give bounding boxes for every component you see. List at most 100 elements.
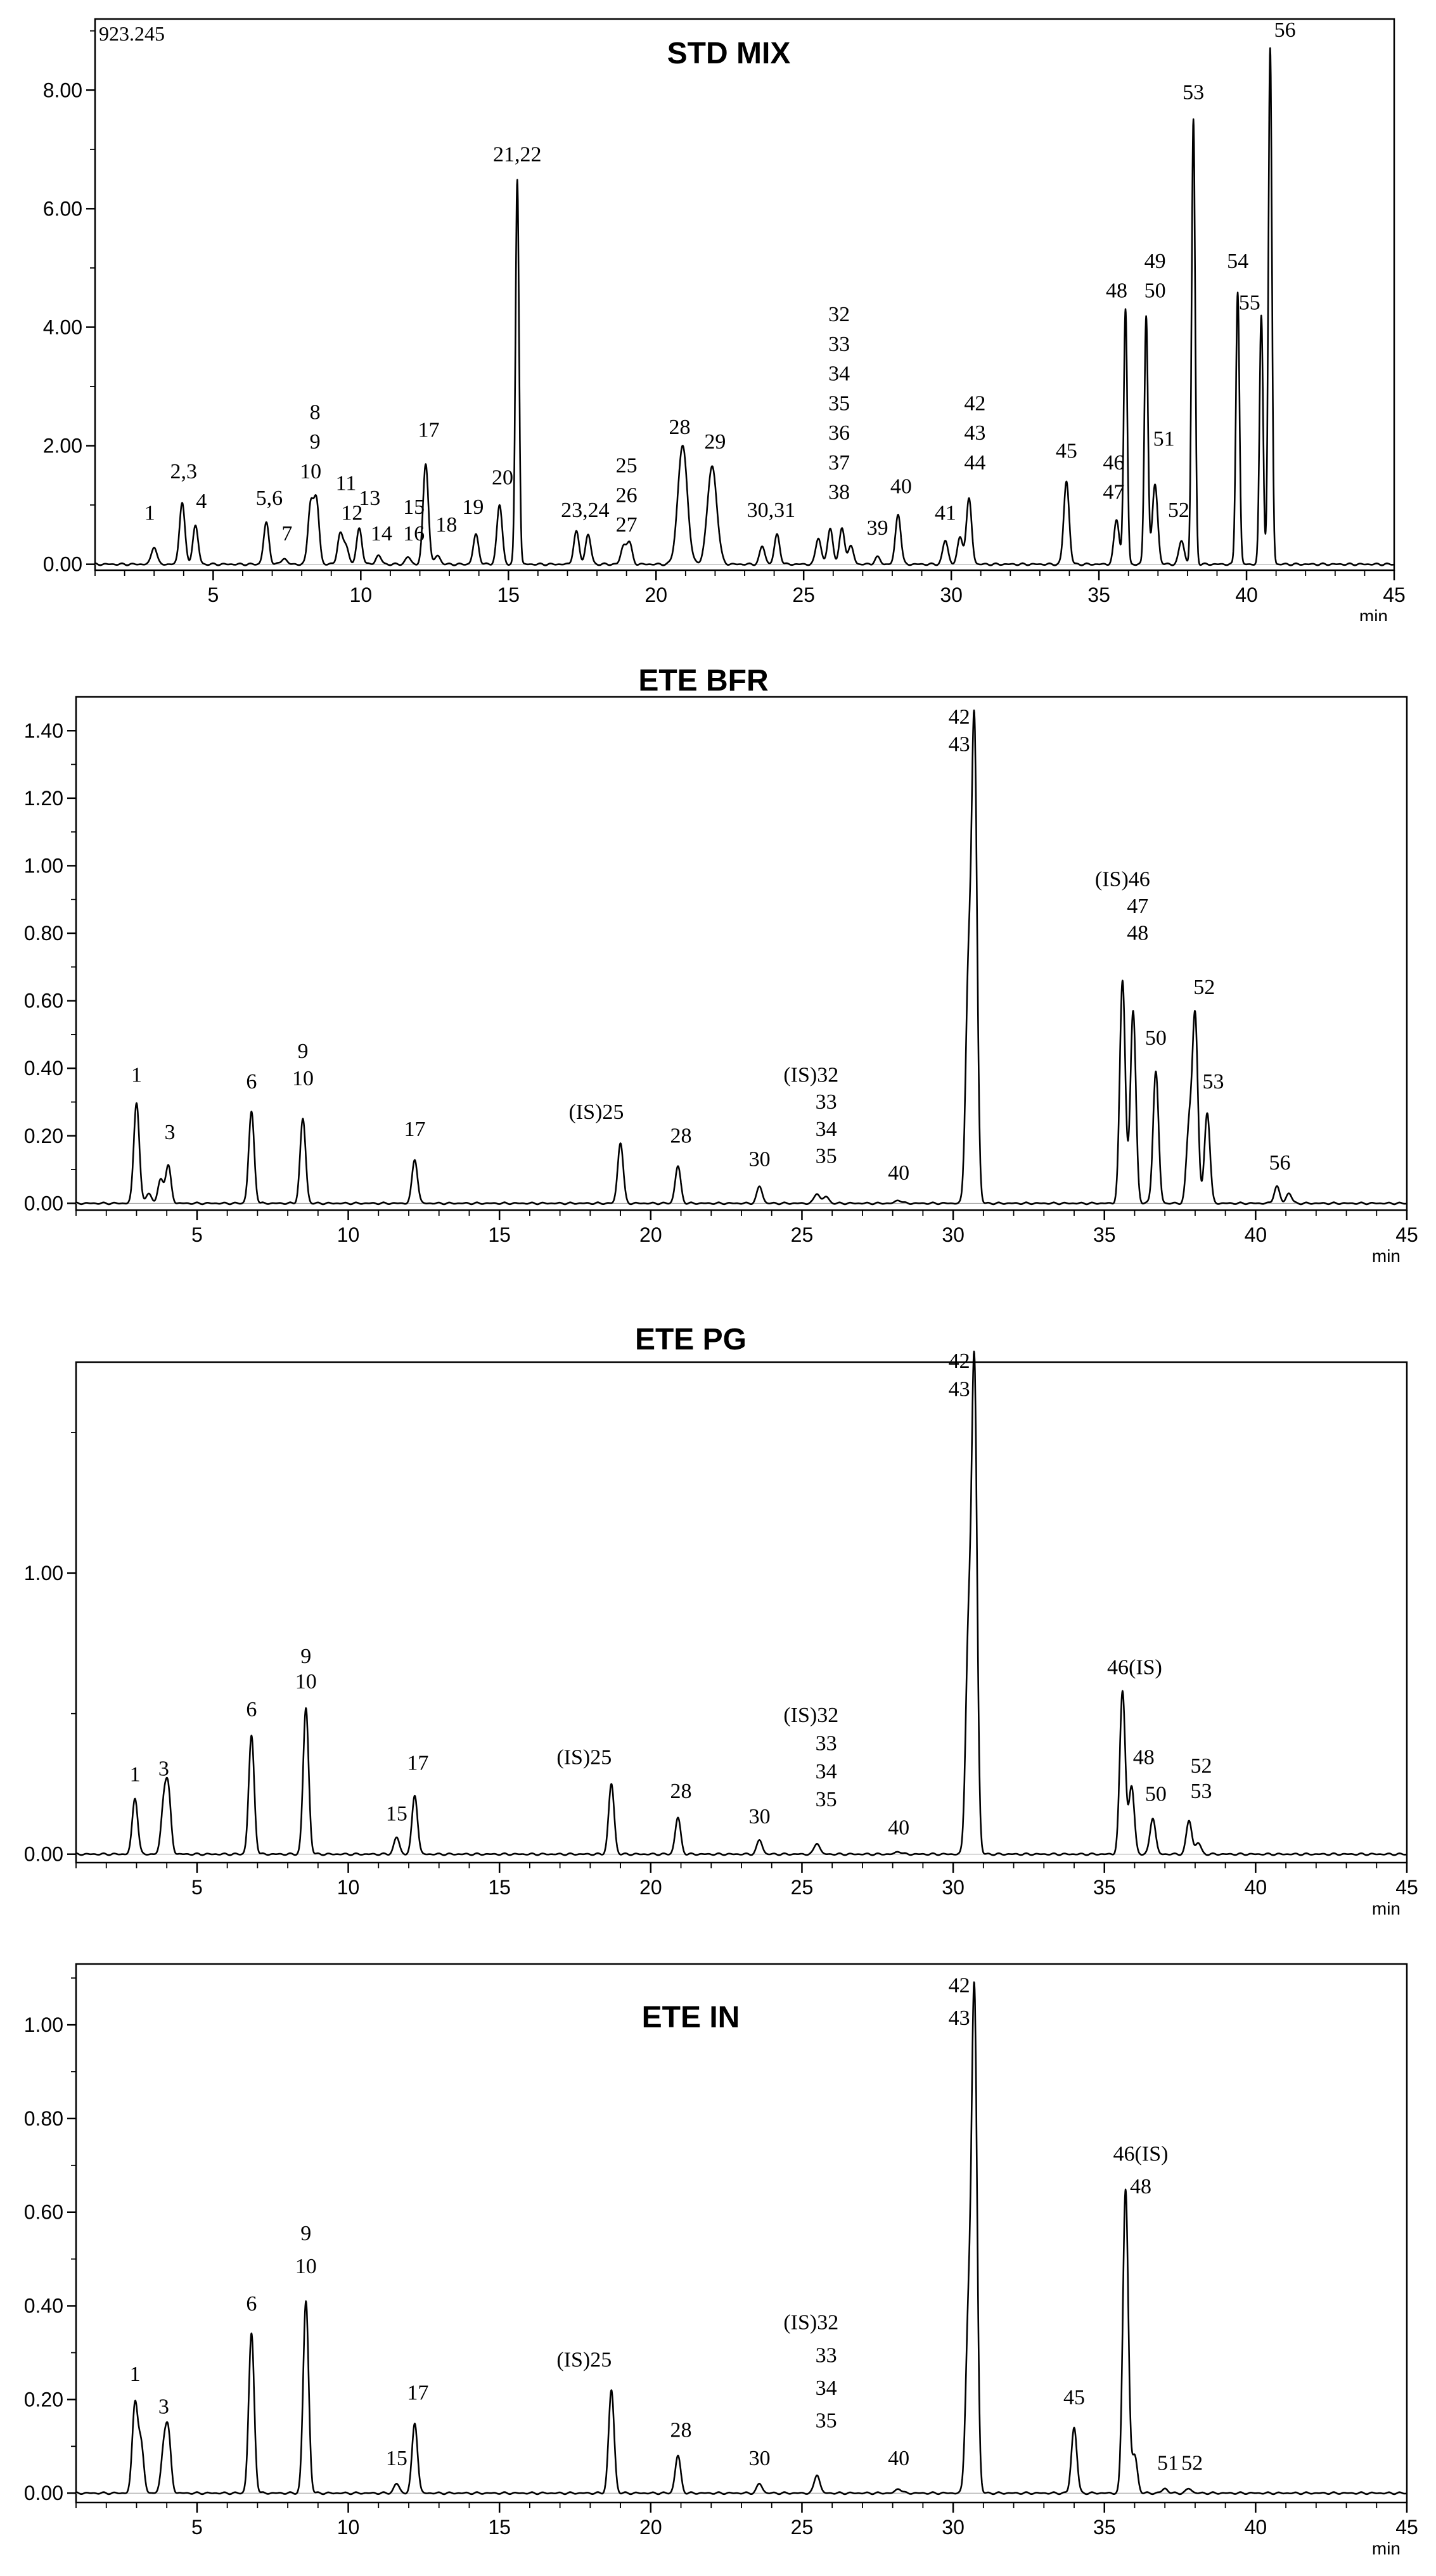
peak-label-50: 50: [1144, 279, 1166, 303]
peak-label-48: 48: [1133, 1746, 1155, 1769]
peak-label-9: 9: [310, 430, 321, 454]
peak-label-is-46: (IS)46: [1095, 867, 1150, 891]
chart-title: ETE IN: [642, 2001, 740, 2034]
peak-label-28: 28: [670, 1780, 692, 1803]
peak-label-20: 20: [492, 466, 513, 489]
peak-label-15: 15: [386, 2447, 407, 2470]
x-axis-label: min: [1372, 2539, 1401, 2558]
peak-label-19: 19: [462, 495, 484, 519]
peak-label-40: 40: [888, 2447, 909, 2470]
x-tick-label: 15: [497, 583, 520, 606]
y-tick-label: 6.00: [43, 197, 82, 220]
x-tick-label: 30: [942, 2516, 965, 2539]
x-tick-label: 30: [942, 1876, 965, 1899]
peak-label-46: 46: [1103, 451, 1124, 475]
peak-label-is-32: (IS)32: [783, 1704, 838, 1727]
y-tick-label: 1.00: [24, 854, 63, 877]
peak-label-9: 9: [300, 1645, 311, 1668]
peak-label-is-32: (IS)32: [783, 2311, 838, 2335]
x-tick-label: 20: [639, 1223, 662, 1246]
peak-label-3: 3: [158, 1757, 169, 1780]
y-tick-label: 0.20: [24, 2388, 63, 2411]
x-tick-label: 20: [644, 583, 667, 606]
chromatogram-trace: [75, 1350, 1407, 1856]
x-tick-label: 10: [350, 583, 373, 606]
peak-label-43: 43: [949, 2006, 970, 2030]
peak-label-15: 15: [386, 1802, 407, 1825]
peak-label-9: 9: [297, 1040, 308, 1063]
x-tick-label: 35: [1093, 2516, 1116, 2539]
peak-label-30: 30: [749, 1805, 771, 1828]
peak-label-43: 43: [964, 421, 985, 445]
peak-label-45: 45: [1056, 439, 1077, 462]
peak-label-50: 50: [1145, 1782, 1167, 1806]
peak-label-26: 26: [616, 483, 638, 507]
peak-label-49: 49: [1144, 250, 1166, 273]
peak-label-50: 50: [1145, 1026, 1167, 1050]
chromatogram-trace: [75, 709, 1407, 1206]
peak-label-39: 39: [867, 516, 888, 540]
peak-label-23-24: 23,24: [561, 499, 610, 522]
x-tick-label: 10: [337, 2516, 360, 2539]
x-tick-label: 40: [1245, 1223, 1267, 1246]
peak-label-52: 52: [1190, 1754, 1212, 1778]
y-tick-label: 1.40: [24, 719, 63, 742]
y-tick-label: 0.60: [24, 2201, 63, 2224]
y-tick-label: 0.60: [24, 990, 63, 1012]
x-tick-label: 25: [792, 583, 815, 606]
peak-label-33: 33: [816, 1731, 837, 1755]
chromatogram-trace: [94, 47, 1395, 566]
x-axis-label: min: [1359, 606, 1388, 621]
peak-label-13: 13: [359, 487, 380, 510]
y-tick-label: 8.00: [43, 79, 82, 101]
peak-label-17: 17: [407, 1752, 428, 1775]
y-tick-label: 0.00: [43, 553, 82, 576]
x-tick-label: 25: [791, 2516, 814, 2539]
peak-label-33: 33: [816, 2343, 837, 2367]
y-tick-label: 0.00: [24, 1192, 63, 1215]
peak-label-is-32: (IS)32: [783, 1064, 838, 1087]
chart-title: ETE PG: [635, 1323, 747, 1356]
peak-label-10: 10: [295, 2255, 317, 2278]
peak-label-42: 42: [949, 706, 970, 729]
peak-label-is-25: (IS)25: [556, 1746, 612, 1769]
peak-label-7: 7: [281, 522, 292, 545]
peak-label-48: 48: [1127, 922, 1148, 945]
x-tick-label: 5: [191, 1876, 203, 1899]
peak-label-52: 52: [1193, 976, 1215, 999]
peak-label-53: 53: [1190, 1780, 1212, 1803]
x-tick-label: 30: [940, 583, 963, 606]
peak-label-1: 1: [130, 1763, 141, 1786]
y-tick-label: 0.00: [24, 1843, 63, 1866]
peak-label-30-31: 30,31: [747, 499, 796, 522]
y-tick-label: 1.00: [24, 2013, 63, 2036]
peak-label-34: 34: [828, 362, 850, 386]
peak-label-14: 14: [371, 522, 392, 545]
peak-label-52: 52: [1168, 499, 1189, 522]
x-axis-label: min: [1372, 1246, 1401, 1266]
peak-label-30: 30: [749, 1148, 771, 1171]
peak-label-46-is: 46(IS): [1107, 1656, 1162, 1680]
peak-label-28: 28: [670, 2419, 692, 2442]
peak-label-27: 27: [616, 513, 638, 537]
peak-label-35: 35: [816, 2409, 837, 2433]
peak-label-44: 44: [964, 451, 985, 475]
peak-label-33: 33: [828, 333, 850, 356]
peak-label-40: 40: [888, 1161, 909, 1185]
peak-label-35: 35: [816, 1788, 837, 1811]
peak-label-12: 12: [341, 501, 362, 525]
peak-label-46-is: 46(IS): [1113, 2142, 1169, 2165]
x-tick-label: 40: [1245, 1876, 1267, 1899]
x-tick-label: 5: [191, 2516, 203, 2539]
peak-label-1: 1: [144, 501, 155, 525]
peak-label-15: 15: [403, 495, 425, 519]
peak-label-56: 56: [1269, 1151, 1291, 1175]
y-tick-label: 0.20: [24, 1125, 63, 1147]
peak-label-41: 41: [935, 501, 956, 525]
y-tick-label: 1.00: [24, 1562, 63, 1584]
peak-label-43: 43: [949, 732, 970, 756]
peak-label-6: 6: [246, 1698, 257, 1721]
peak-label-2-3: 2,3: [170, 460, 198, 483]
